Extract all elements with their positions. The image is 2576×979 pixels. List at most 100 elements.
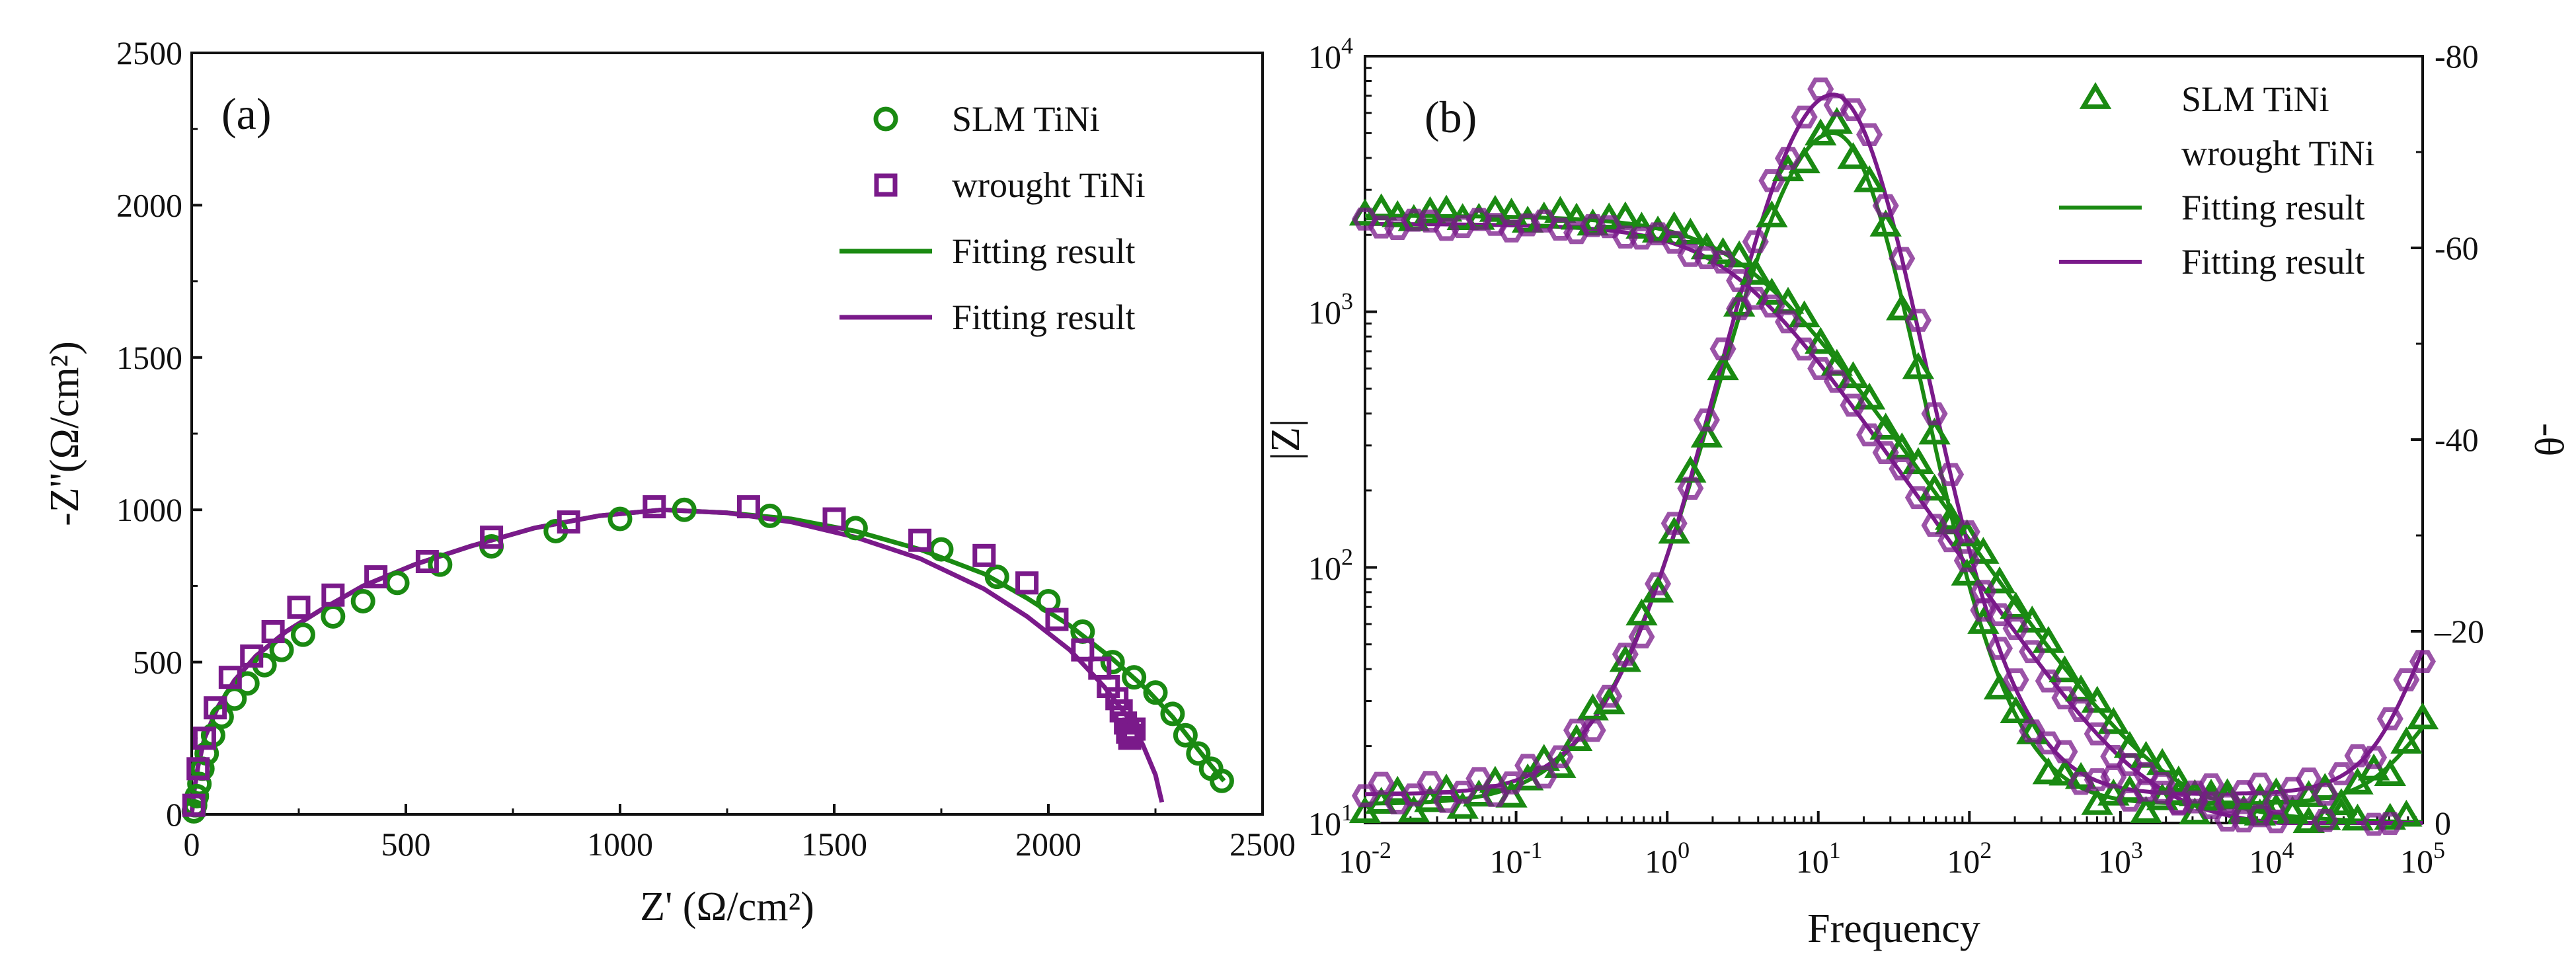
data-point-square [287, 596, 311, 619]
x-tick-label: 101 [1796, 837, 1841, 880]
x-axis-title: Frequency [1807, 906, 1980, 951]
data-point-circle [290, 622, 315, 647]
data-point-square [218, 666, 242, 689]
data-point-circle [385, 570, 410, 596]
data-point-hexagon [2295, 767, 2322, 791]
data-point-triangle [1983, 672, 2016, 700]
data-point-hexagon [1889, 247, 1916, 270]
panel-b-label: (b) [1425, 92, 1477, 142]
data-point-circle [321, 604, 346, 629]
data-point-hexagon [2376, 812, 2403, 836]
data-point-hexagon [1856, 123, 1883, 147]
data-point-square [1015, 571, 1039, 595]
data-point-triangle [2390, 726, 2423, 754]
data-point-hexagon [2051, 740, 2078, 764]
data-point-triangle [2032, 625, 2065, 653]
data-point-triangle [2374, 759, 2406, 786]
legend-marker-swatch [873, 106, 898, 132]
data-point-triangle [2406, 702, 2439, 730]
data-point-triangle [2130, 796, 2162, 823]
data-point-square [182, 793, 206, 817]
y-tick-label: 1000 [116, 491, 182, 528]
data-point-circle [672, 497, 697, 522]
data-point-hexagon [1693, 246, 1720, 270]
data-point-square [1045, 607, 1069, 631]
legend-label: Fitting result [952, 231, 1136, 271]
panel-a-label: (a) [221, 89, 271, 139]
legend-label: wrought TiNi [952, 165, 1146, 205]
data-point-hexagon [1677, 244, 1704, 267]
data-point-hexagon [2263, 791, 2290, 814]
data-point-hexagon [1693, 408, 1720, 432]
data-point-hexagon [2376, 707, 2403, 730]
y-tick-label: 1500 [116, 339, 182, 376]
x-tick-label: 500 [381, 826, 431, 863]
data-point-triangle [1658, 211, 1690, 239]
data-point-circle [350, 588, 375, 613]
x-tick-label: 1000 [587, 826, 653, 863]
data-point-triangle [1820, 106, 1854, 134]
x-tick-label: 10-1 [1490, 837, 1543, 880]
data-point-triangle [1918, 473, 1951, 501]
data-point-triangle [2000, 696, 2032, 723]
data-point-hexagon [1953, 549, 1980, 572]
x-tick-label: 2000 [1015, 826, 1081, 863]
data-point-triangle [1837, 361, 1869, 389]
data-point-hexagon [1628, 226, 1655, 250]
data-point-hexagon [1628, 625, 1655, 648]
y-tick-label: 2500 [116, 34, 182, 71]
y-tick-label: 104 [1308, 32, 1353, 75]
data-point-hexagon [1612, 225, 1639, 249]
data-point-triangle [2000, 592, 2032, 619]
data-point-hexagon [1889, 457, 1916, 481]
data-point-circle [1122, 665, 1147, 690]
data-point-hexagon [1465, 767, 1493, 791]
data-point-hexagon [2100, 765, 2127, 789]
data-point-hexagon [1677, 477, 1704, 500]
data-point-hexagon [1758, 169, 1785, 192]
data-point-triangle [1560, 202, 1593, 230]
data-point-circle [984, 565, 1009, 590]
data-point-hexagon [2035, 669, 2062, 693]
data-point-hexagon [1596, 684, 1623, 708]
fit-line-slm [1365, 214, 2423, 824]
x-tick-label: 0 [184, 826, 200, 863]
legend-label: wrought TiNi [2181, 134, 2375, 173]
x-tick-label: 104 [2249, 837, 2294, 880]
data-point-hexagon [2327, 762, 2355, 785]
data-point-triangle [1707, 353, 1739, 381]
data-point-hexagon [2068, 771, 2095, 795]
y-tick-label: 2000 [116, 186, 182, 223]
legend-marker-swatch [874, 173, 898, 197]
data-point-triangle [1886, 432, 1918, 459]
data-point-square [480, 526, 504, 549]
data-point-triangle [1853, 165, 1886, 192]
data-point-hexagon [2230, 809, 2257, 833]
data-point-hexagon [2246, 772, 2273, 796]
data-point-square [908, 528, 932, 552]
data-point-square [1109, 699, 1133, 723]
data-point-hexagon [1368, 771, 1395, 795]
data-point-circle [1160, 701, 1185, 726]
data-point-triangle [1967, 537, 2000, 564]
x-tick-label: 2500 [1229, 826, 1296, 863]
data-point-triangle [1723, 240, 1756, 268]
data-point-triangle [1951, 559, 1983, 586]
data-point-circle [1100, 650, 1125, 675]
data-point-square [736, 495, 760, 519]
data-point-triangle [2390, 799, 2423, 827]
data-point-hexagon [1921, 514, 1948, 537]
data-point-triangle [2341, 767, 2374, 795]
data-point-hexagon [1547, 217, 1574, 241]
data-point-hexagon [1823, 93, 1850, 117]
data-point-triangle [1869, 412, 1902, 440]
x-tick-label: 105 [2400, 837, 2445, 880]
data-point-hexagon [1660, 512, 1688, 535]
data-point-hexagon [1872, 441, 1899, 464]
data-point-square [186, 757, 210, 781]
panel-b-bode-plot: 10-2 10-1 100 101 102 103 104 105 101 102 103 104 0 –… [1263, 32, 2571, 951]
data-point-circle [428, 552, 453, 577]
data-point-triangle [2341, 803, 2374, 831]
data-point-triangle [2097, 707, 2130, 734]
